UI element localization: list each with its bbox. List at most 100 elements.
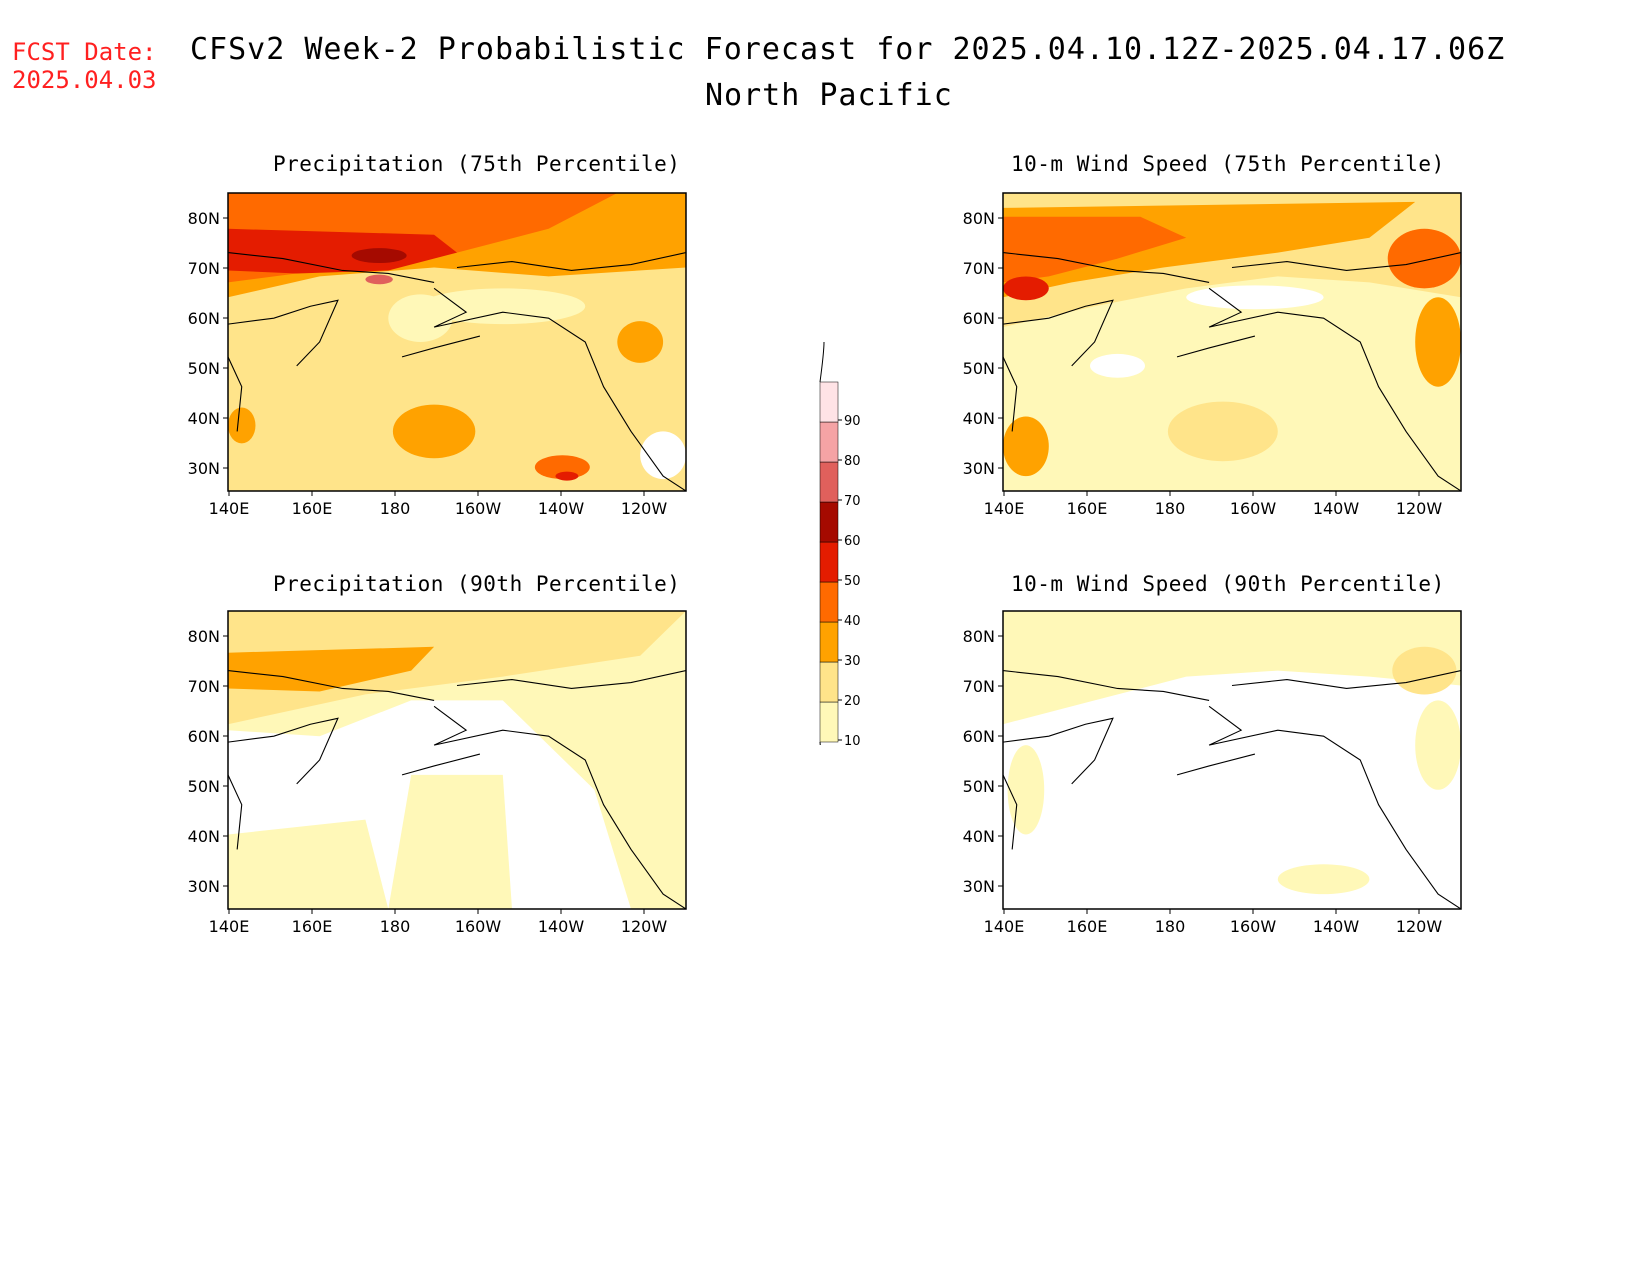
lat-tick-label: 80N — [188, 627, 220, 646]
lon-tick-label: 120W — [1396, 499, 1443, 518]
shade-60-70 — [351, 248, 407, 264]
forecast-date-label: FCST Date: 2025.04.03 — [12, 38, 157, 94]
lon-tick-label: 160W — [1230, 917, 1277, 936]
panel-title-wind-75: 10-m Wind Speed (75th Percentile) — [1011, 152, 1445, 176]
lon-tick-label: 180 — [380, 917, 411, 936]
lat-tick-label: 30N — [188, 459, 220, 478]
lat-tick-label: 30N — [188, 877, 220, 896]
colorbar-level-label: 90 — [844, 414, 861, 429]
shade-10-20 — [1007, 745, 1045, 835]
map-frame — [227, 192, 687, 492]
lat-tick-label: 80N — [963, 209, 995, 228]
lat-tick-label: 40N — [188, 827, 220, 846]
colorbar-level-label: 30 — [844, 654, 861, 669]
lat-tick-label: 80N — [963, 627, 995, 646]
shade-40-50 — [1003, 216, 1187, 283]
shade-20-30 — [1392, 646, 1457, 695]
shade-70-80 — [365, 274, 393, 285]
lon-tick-label: 140W — [538, 917, 585, 936]
colorbar-level-label: 70 — [844, 494, 861, 509]
shade-40-50 — [534, 455, 590, 480]
shade-50-60 — [555, 471, 579, 481]
shade-10-20 — [1415, 700, 1461, 790]
lat-tick-label: 60N — [963, 727, 995, 746]
lon-tick-label: 180 — [1155, 917, 1186, 936]
lon-tick-label: 120W — [621, 499, 668, 518]
map-wind-75: 80N 70N 60N 50N 40N 30N 140E 160E 180 160W 140W 120… — [963, 192, 1462, 518]
lat-tick-label: 40N — [188, 409, 220, 428]
shade-30-40 — [1003, 416, 1049, 477]
lat-tick-label: 50N — [188, 359, 220, 378]
lon-tick-label: 140W — [538, 499, 585, 518]
lon-tick-label: 120W — [1396, 917, 1443, 936]
shade-30-40 — [392, 404, 476, 459]
lat-tick-label: 70N — [188, 259, 220, 278]
colorbar-swatch — [819, 461, 839, 503]
lon-tick-label: 140E — [984, 499, 1025, 518]
map-frame — [1002, 610, 1462, 910]
colorbar-level-label: 80 — [844, 454, 861, 469]
lat-tick-label: 30N — [963, 877, 995, 896]
shade-below-10 — [1090, 353, 1145, 378]
lat-tick-label: 70N — [963, 259, 995, 278]
lat-tick-label: 50N — [188, 777, 220, 796]
shade-30-40 — [228, 407, 256, 444]
colorbar-level-label: 50 — [844, 574, 861, 589]
shade-50-60 — [228, 228, 457, 274]
map-frame — [1002, 192, 1462, 492]
shade-50-60 — [1003, 276, 1049, 301]
lon-tick-label: 140E — [209, 499, 250, 518]
lat-tick-label: 40N — [963, 409, 995, 428]
lat-tick-label: 30N — [963, 459, 995, 478]
lat-tick-label: 70N — [963, 677, 995, 696]
fcst-label: FCST Date: — [12, 38, 157, 66]
shade-10-20 — [228, 819, 389, 909]
colorbar-swatch — [819, 501, 839, 543]
map-wind-90: 80N 70N 60N 50N 40N 30N 140E 160E 180 160W 140W 120… — [963, 610, 1462, 936]
colorbar-legend: 10 20 30 40 50 60 70 80 90 — [819, 341, 861, 745]
coastline — [1003, 670, 1461, 909]
colorbar-level-label: 10 — [844, 734, 861, 745]
lon-tick-label: 180 — [380, 499, 411, 518]
shade-below-10 — [640, 431, 686, 480]
lat-tick-label: 60N — [188, 727, 220, 746]
colorbar-swatch — [819, 541, 839, 583]
coastline — [1003, 252, 1461, 491]
lat-tick-label: 50N — [963, 359, 995, 378]
lon-tick-label: 140W — [1313, 499, 1360, 518]
shade-30-40 — [617, 321, 664, 363]
lat-tick-label: 40N — [963, 827, 995, 846]
lon-tick-label: 160E — [1067, 499, 1108, 518]
shade-20-30 — [228, 611, 686, 725]
lat-tick-label: 70N — [188, 677, 220, 696]
shade-30-40 — [1415, 297, 1461, 387]
shade-40-50 — [1387, 228, 1461, 289]
fcst-date: 2025.04.03 — [12, 66, 157, 94]
shade-30-40 — [228, 646, 435, 692]
shade-below-10 — [1186, 285, 1324, 310]
colorbar-swatch — [819, 621, 839, 663]
lon-tick-label: 160E — [1067, 917, 1108, 936]
shade-10-20 — [1003, 619, 1461, 671]
lon-tick-label: 140E — [984, 917, 1025, 936]
coastline — [228, 670, 686, 909]
lon-tick-label: 160E — [292, 499, 333, 518]
lon-tick-label: 140W — [1313, 917, 1360, 936]
map-precip-90: 80N 70N 60N 50N 40N 30N 140E 160E 180 160W 140W 120… — [188, 610, 687, 936]
lon-tick-label: 160W — [455, 499, 502, 518]
lon-tick-label: 160W — [455, 917, 502, 936]
lat-tick-label: 50N — [963, 777, 995, 796]
lon-tick-label: 180 — [1155, 499, 1186, 518]
colorbar-swatch — [819, 581, 839, 623]
lon-tick-label: 160W — [1230, 499, 1277, 518]
page-title: CFSv2 Week-2 Probabilistic Forecast for … — [190, 32, 1506, 67]
lon-tick-label: 160E — [292, 917, 333, 936]
colorbar-swatch — [819, 701, 839, 743]
panel-title-wind-90: 10-m Wind Speed (90th Percentile) — [1011, 572, 1445, 596]
shade-10-20 — [420, 288, 586, 325]
shade-10-20 — [1277, 864, 1370, 895]
shade-20-30 — [1167, 401, 1278, 462]
page-subtitle: North Pacific — [705, 78, 953, 113]
colorbar-level-label: 60 — [844, 534, 861, 549]
colorbar-level-label: 40 — [844, 614, 861, 629]
